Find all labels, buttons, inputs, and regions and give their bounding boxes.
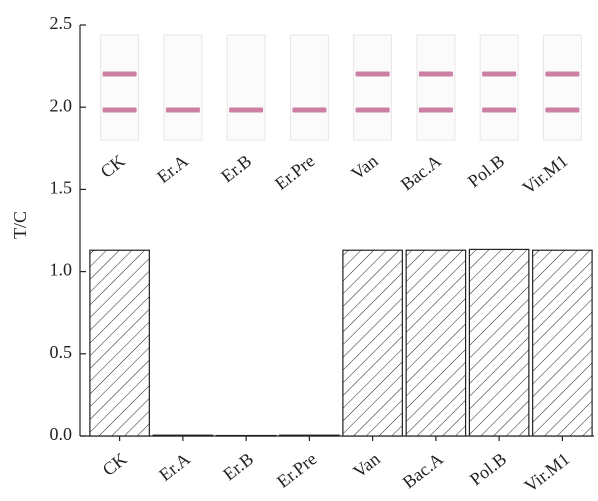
bar	[533, 250, 592, 436]
control-line	[166, 108, 200, 113]
y-tick-label: 0.5	[50, 342, 73, 362]
inset-label: Vir.M1	[519, 151, 572, 198]
strip	[543, 35, 581, 140]
x-tick-label: CK	[99, 449, 131, 480]
control-line	[103, 108, 137, 113]
bar	[406, 250, 465, 436]
control-line	[419, 108, 453, 113]
strip	[354, 35, 392, 140]
inset-label: Er.Pre	[271, 151, 318, 194]
bar	[90, 250, 149, 436]
page: {"chart_data": {"type": "bar", "y_label"…	[0, 0, 598, 501]
strip	[480, 35, 518, 140]
inset-label: Bac.A	[397, 151, 445, 195]
x-tick-label: Van	[349, 449, 383, 482]
x-tick-label: Bac.A	[399, 449, 447, 493]
control-line	[229, 108, 263, 113]
x-tick-label: Pol.B	[466, 449, 510, 490]
test-line	[356, 72, 390, 77]
inset-label: Er.B	[217, 151, 255, 187]
strip	[417, 35, 455, 140]
strip	[290, 35, 328, 140]
y-tick-label: 1.0	[50, 260, 73, 280]
y-axis-label: T/C	[10, 211, 30, 239]
y-tick-label: 2.0	[50, 95, 73, 115]
control-line	[482, 108, 516, 113]
x-tick-label: Vir.M1	[521, 449, 574, 496]
bar	[469, 249, 528, 436]
strip	[227, 35, 265, 140]
control-line	[292, 108, 326, 113]
x-tick-label: Er.A	[155, 449, 194, 485]
strip	[164, 35, 202, 140]
bar	[343, 250, 402, 436]
test-line	[482, 72, 516, 77]
strip	[101, 35, 139, 140]
bar	[153, 435, 212, 436]
test-line	[103, 72, 137, 77]
control-line	[356, 108, 390, 113]
test-line	[545, 72, 579, 77]
chart: T/C 0.0 0.5 1.0 1.5 2.0 2.5 CK Er.A Er.B Er.Pre Va…	[0, 0, 598, 501]
control-line	[545, 108, 579, 113]
inset-label: Van	[347, 151, 381, 184]
y-tick-label: 0.0	[50, 424, 73, 444]
inset-label: Er.A	[153, 151, 192, 187]
bar	[280, 435, 339, 436]
inset-label: Pol.B	[464, 151, 508, 192]
y-tick-label: 1.5	[50, 178, 73, 198]
test-line	[419, 72, 453, 77]
x-tick-label: Er.B	[219, 449, 257, 485]
x-tick-label: Er.Pre	[273, 449, 320, 492]
y-tick-label: 2.5	[50, 13, 73, 33]
inset-label: CK	[97, 151, 129, 182]
